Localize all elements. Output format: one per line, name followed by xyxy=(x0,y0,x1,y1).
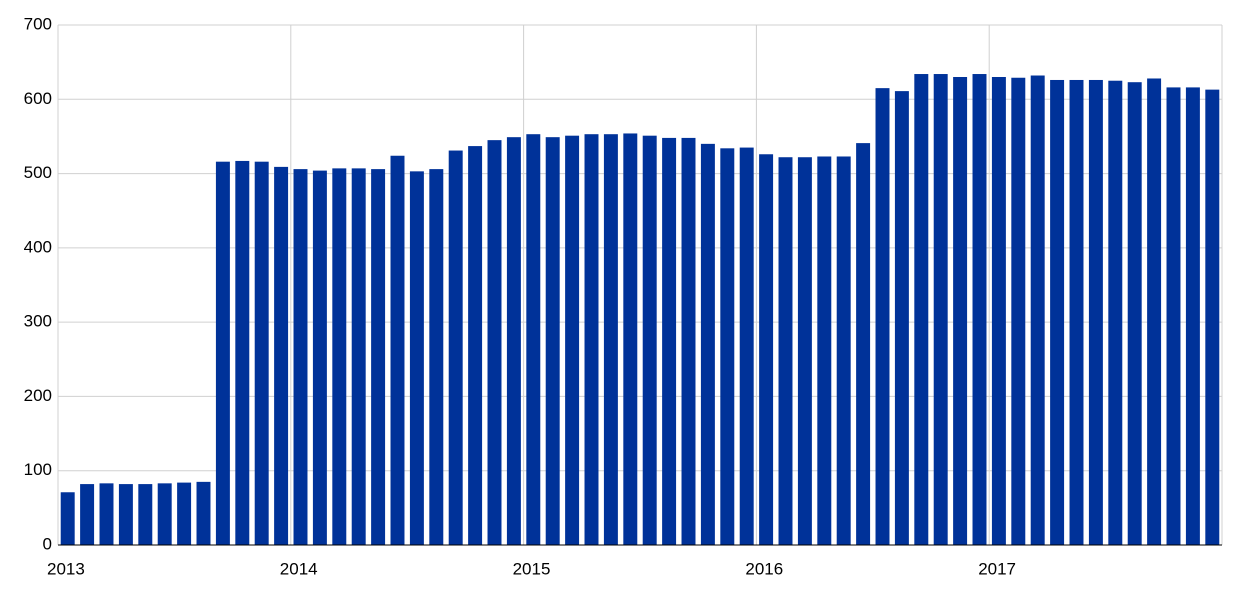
bar xyxy=(312,170,327,545)
bar xyxy=(371,169,386,545)
bar xyxy=(487,140,502,545)
y-tick-label: 200 xyxy=(24,386,52,405)
bar xyxy=(972,74,987,546)
bar xyxy=(720,148,735,546)
bar xyxy=(526,134,541,545)
bar xyxy=(157,483,172,545)
bar xyxy=(390,155,405,545)
x-tick-label: 2016 xyxy=(745,559,783,578)
bar xyxy=(681,137,696,545)
bar xyxy=(565,135,580,545)
bar xyxy=(623,133,638,545)
y-tick-label: 500 xyxy=(24,163,52,182)
bar xyxy=(914,74,929,546)
bar xyxy=(254,161,269,545)
bar xyxy=(642,135,657,545)
bar xyxy=(933,74,948,546)
bar xyxy=(293,169,308,545)
bar xyxy=(1147,78,1162,545)
bar xyxy=(700,143,715,545)
bar xyxy=(662,137,677,545)
bar xyxy=(274,166,289,545)
bar xyxy=(856,143,871,545)
bar xyxy=(1185,87,1200,546)
bar xyxy=(739,147,754,546)
bar xyxy=(99,483,114,545)
y-tick-label: 600 xyxy=(24,89,52,108)
bar xyxy=(177,482,192,545)
bar xyxy=(1166,87,1181,546)
bar xyxy=(836,156,851,545)
x-tick-label: 2013 xyxy=(47,559,85,578)
bar xyxy=(506,137,521,545)
bar xyxy=(1050,79,1065,545)
bar xyxy=(332,168,347,545)
bar xyxy=(196,481,211,545)
bar xyxy=(1011,77,1026,545)
bar xyxy=(215,161,230,545)
bar xyxy=(1069,79,1084,545)
bar xyxy=(138,484,153,545)
bar xyxy=(409,171,424,546)
bar xyxy=(817,156,832,545)
y-tick-label: 400 xyxy=(24,237,52,256)
bar xyxy=(603,134,618,545)
bar xyxy=(894,91,909,545)
bar xyxy=(1030,75,1045,545)
bar xyxy=(351,168,366,545)
bar xyxy=(60,492,75,545)
bar xyxy=(778,157,793,545)
bar xyxy=(759,154,774,545)
bar xyxy=(429,169,444,545)
y-tick-label: 300 xyxy=(24,312,52,331)
x-tick-label: 2014 xyxy=(280,559,318,578)
bar xyxy=(1205,89,1220,545)
y-tick-label: 100 xyxy=(24,460,52,479)
bar xyxy=(545,137,560,545)
bar xyxy=(584,134,599,545)
y-tick-label: 700 xyxy=(24,14,52,33)
bar xyxy=(1127,82,1142,545)
y-tick-label: 0 xyxy=(43,534,52,553)
bar xyxy=(797,157,812,545)
bar xyxy=(118,484,133,545)
bar xyxy=(1108,80,1123,545)
bar xyxy=(80,484,95,545)
bar xyxy=(448,150,463,546)
bar xyxy=(953,77,968,545)
bar xyxy=(468,146,483,546)
bar xyxy=(235,160,250,545)
x-tick-label: 2015 xyxy=(513,559,551,578)
bar xyxy=(1088,79,1103,545)
bar xyxy=(875,88,890,546)
x-tick-label: 2017 xyxy=(978,559,1016,578)
bar xyxy=(991,77,1006,545)
